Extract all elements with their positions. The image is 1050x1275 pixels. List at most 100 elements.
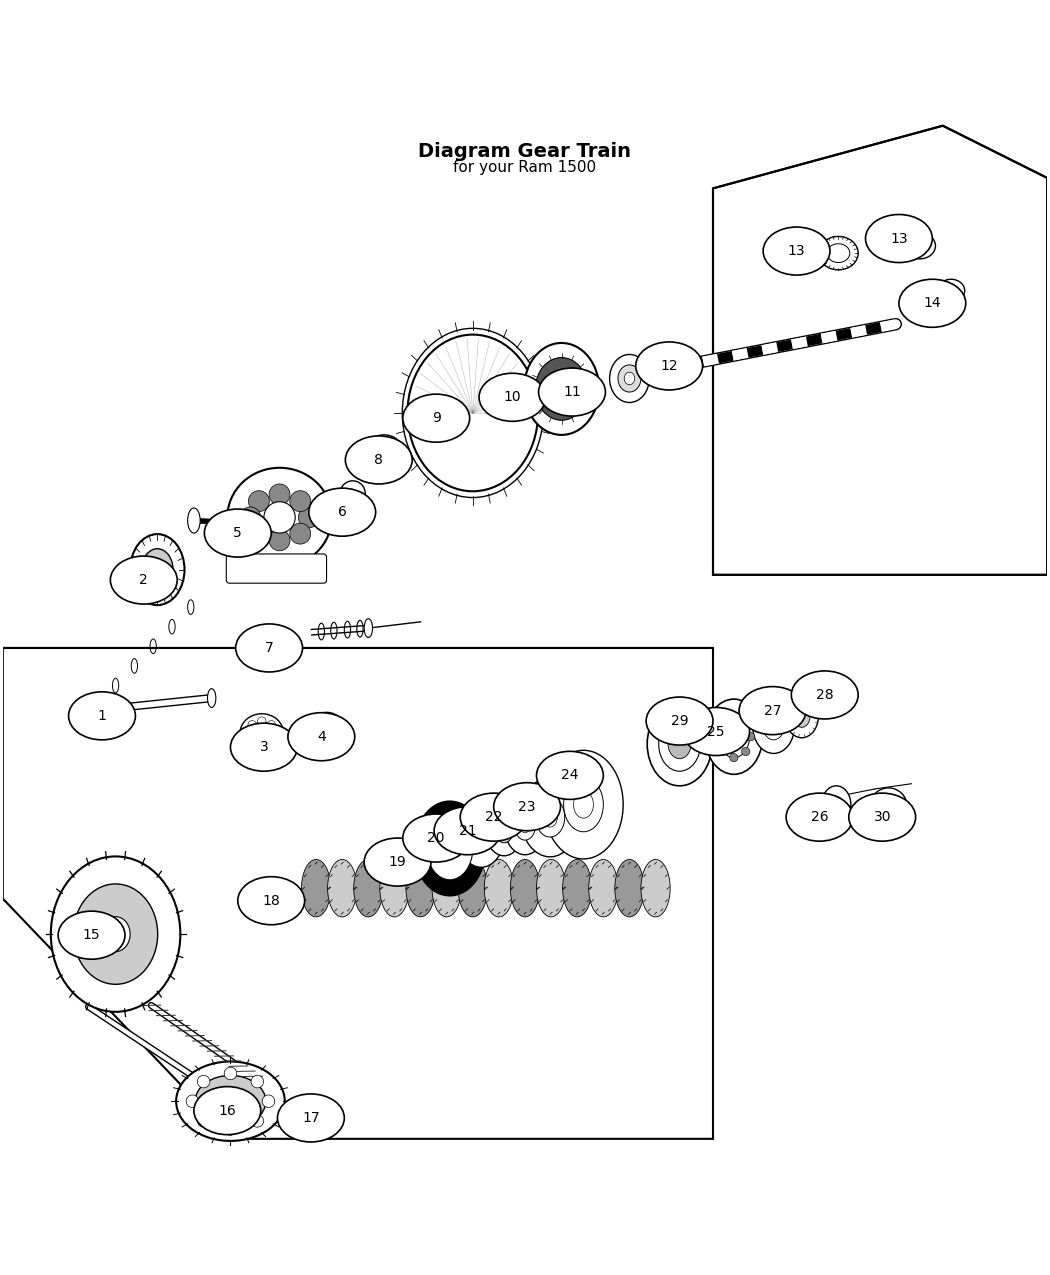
Circle shape xyxy=(249,491,269,511)
Ellipse shape xyxy=(74,884,158,984)
Ellipse shape xyxy=(536,357,588,421)
Text: 2: 2 xyxy=(140,572,148,586)
Text: 28: 28 xyxy=(816,688,834,703)
Ellipse shape xyxy=(460,793,527,842)
Circle shape xyxy=(730,754,738,761)
Text: 12: 12 xyxy=(660,360,678,374)
Polygon shape xyxy=(3,648,713,1139)
Circle shape xyxy=(257,717,266,725)
Ellipse shape xyxy=(208,688,216,708)
Ellipse shape xyxy=(520,819,530,833)
Text: 20: 20 xyxy=(427,831,445,845)
Ellipse shape xyxy=(635,342,702,390)
Ellipse shape xyxy=(539,368,606,416)
Ellipse shape xyxy=(130,534,185,606)
Ellipse shape xyxy=(938,279,965,302)
Text: 14: 14 xyxy=(924,296,941,310)
Circle shape xyxy=(267,738,275,747)
Circle shape xyxy=(290,523,311,544)
Text: 3: 3 xyxy=(259,741,268,755)
Circle shape xyxy=(264,502,295,533)
Circle shape xyxy=(747,733,755,741)
Ellipse shape xyxy=(912,240,927,252)
Text: 4: 4 xyxy=(317,729,326,743)
Ellipse shape xyxy=(277,1094,344,1142)
Circle shape xyxy=(244,729,252,738)
Circle shape xyxy=(262,1095,275,1108)
Ellipse shape xyxy=(101,917,130,951)
Ellipse shape xyxy=(537,859,566,917)
Ellipse shape xyxy=(364,838,430,886)
Text: for your Ram 1500: for your Ram 1500 xyxy=(454,159,596,175)
Text: 30: 30 xyxy=(874,810,891,824)
Text: 29: 29 xyxy=(671,714,689,728)
Ellipse shape xyxy=(195,1075,266,1127)
Ellipse shape xyxy=(865,214,932,263)
Circle shape xyxy=(225,1067,236,1080)
Circle shape xyxy=(257,742,266,750)
Text: 13: 13 xyxy=(788,244,805,258)
Ellipse shape xyxy=(821,785,850,824)
Ellipse shape xyxy=(494,783,561,831)
Circle shape xyxy=(271,729,279,738)
Ellipse shape xyxy=(792,671,858,719)
Text: 16: 16 xyxy=(218,1104,236,1118)
Ellipse shape xyxy=(50,857,181,1012)
Ellipse shape xyxy=(899,279,966,328)
Circle shape xyxy=(879,797,898,816)
Ellipse shape xyxy=(830,797,842,813)
Ellipse shape xyxy=(407,334,538,491)
Text: 22: 22 xyxy=(485,810,502,824)
Text: 18: 18 xyxy=(262,894,280,908)
Text: 17: 17 xyxy=(302,1111,319,1125)
Ellipse shape xyxy=(510,859,540,917)
Ellipse shape xyxy=(495,816,513,843)
Ellipse shape xyxy=(624,372,634,385)
Ellipse shape xyxy=(646,697,713,745)
Ellipse shape xyxy=(484,859,513,917)
Circle shape xyxy=(248,720,256,729)
Ellipse shape xyxy=(647,703,712,785)
Ellipse shape xyxy=(682,708,750,756)
Text: 26: 26 xyxy=(811,810,828,824)
Ellipse shape xyxy=(403,813,469,862)
Ellipse shape xyxy=(785,694,819,738)
FancyBboxPatch shape xyxy=(227,553,327,583)
Text: 13: 13 xyxy=(890,232,907,246)
Ellipse shape xyxy=(485,803,523,856)
Circle shape xyxy=(730,711,738,720)
Ellipse shape xyxy=(819,236,858,270)
Ellipse shape xyxy=(763,227,830,275)
Circle shape xyxy=(249,523,269,544)
Circle shape xyxy=(239,507,260,528)
Circle shape xyxy=(251,1114,264,1127)
Ellipse shape xyxy=(249,722,274,745)
Ellipse shape xyxy=(794,704,811,727)
Ellipse shape xyxy=(500,824,509,836)
Circle shape xyxy=(267,720,275,729)
Ellipse shape xyxy=(945,286,958,296)
Ellipse shape xyxy=(786,793,853,842)
Ellipse shape xyxy=(68,692,135,740)
Text: 15: 15 xyxy=(83,928,101,942)
Ellipse shape xyxy=(228,468,332,567)
Ellipse shape xyxy=(328,859,357,917)
Circle shape xyxy=(340,481,365,506)
Text: 25: 25 xyxy=(708,724,724,738)
Ellipse shape xyxy=(237,877,304,924)
Ellipse shape xyxy=(543,807,558,827)
Circle shape xyxy=(718,747,727,756)
Ellipse shape xyxy=(469,820,492,852)
Ellipse shape xyxy=(426,817,472,880)
Ellipse shape xyxy=(504,797,546,854)
Circle shape xyxy=(741,747,750,756)
Circle shape xyxy=(251,1075,264,1088)
Ellipse shape xyxy=(589,859,618,917)
Circle shape xyxy=(298,507,319,528)
Ellipse shape xyxy=(458,859,487,917)
Circle shape xyxy=(197,1114,210,1127)
Ellipse shape xyxy=(235,623,302,672)
Text: 23: 23 xyxy=(519,799,536,813)
Ellipse shape xyxy=(380,859,410,917)
Text: 7: 7 xyxy=(265,641,273,655)
